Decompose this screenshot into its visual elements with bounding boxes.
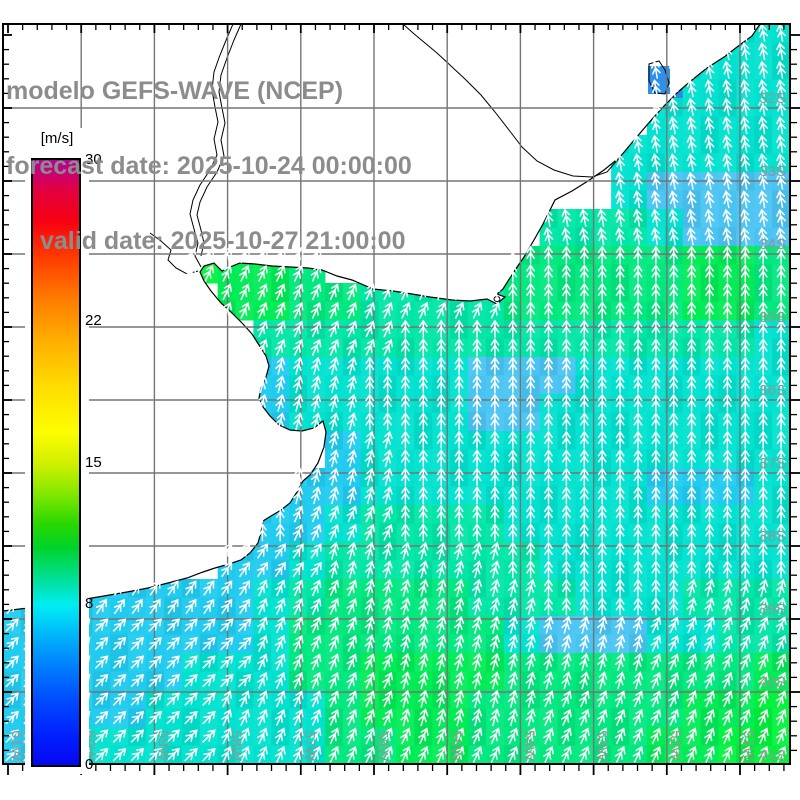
lon-label: 58W — [228, 730, 245, 762]
lon-label: 51W — [740, 730, 757, 762]
colorbar-tick-label: 8 — [85, 594, 94, 612]
coastline — [3, 24, 761, 612]
colorbar-gradient — [31, 158, 81, 767]
lon-label: 56W — [374, 730, 391, 762]
river-line — [402, 24, 621, 178]
lon-label: 55W — [447, 730, 464, 762]
lon-label: 53W — [594, 730, 611, 762]
lat-label: 35S — [759, 309, 786, 326]
lat-labels: 32S 33S 34S 35S 36S 37S 38S 39S 40S 41S — [759, 90, 786, 764]
river-line — [196, 24, 242, 257]
lon-label: 54W — [520, 730, 537, 762]
lat-label: 32S — [759, 90, 786, 107]
islet — [493, 296, 501, 302]
colorbar: [m/s] 30 22 15 8 0 — [25, 128, 102, 774]
lon-label: 57W — [301, 730, 318, 762]
river-line — [189, 24, 234, 268]
colorbar-unit-label: [m/s] — [40, 130, 74, 147]
lat-label: 34S — [759, 236, 786, 253]
map-border — [2, 23, 791, 765]
lat-label: 41S — [759, 747, 786, 764]
lon-label: 59W — [154, 730, 171, 762]
lon-labels: 61W 60W 59W 58W 57W 56W 55W 54W 53W 52W 51W — [8, 730, 757, 762]
colorbar-tick-label: 0 — [85, 756, 94, 773]
lat-label: 36S — [759, 382, 786, 399]
colorbar-tick-label: 15 — [85, 453, 102, 471]
colorbar-tick-label: 30 — [85, 151, 102, 168]
lat-label: 33S — [759, 163, 786, 180]
lat-label: 40S — [759, 674, 786, 691]
lon-label: 52W — [667, 730, 684, 762]
tick-marks — [4, 25, 800, 775]
lat-label: 38S — [759, 528, 786, 545]
lon-label: 61W — [8, 730, 25, 762]
colorbar-tick-label: 22 — [85, 312, 102, 330]
land-layer — [3, 24, 761, 612]
lat-label: 37S — [759, 455, 786, 472]
lat-label: 39S — [759, 601, 786, 618]
